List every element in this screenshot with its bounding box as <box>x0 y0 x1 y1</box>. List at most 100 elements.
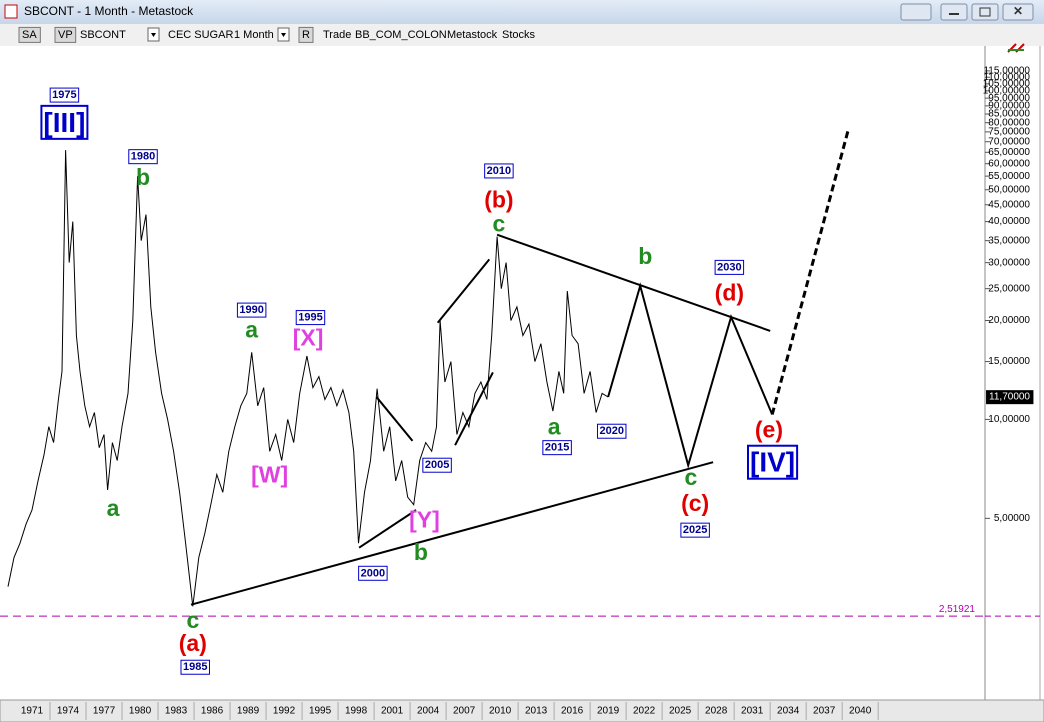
wave-annotation: 1980 <box>131 151 155 163</box>
y-tick-label: 70,00000 <box>988 136 1030 147</box>
toolbar-item: Metastock <box>447 29 498 41</box>
x-tick-label: 2031 <box>741 706 764 717</box>
label-box <box>40 104 89 140</box>
y-tick-label: 90,00000 <box>988 101 1030 112</box>
x-tick-label: 1998 <box>345 706 368 717</box>
wave-annotation: b <box>136 164 150 190</box>
toolbar-item: R <box>302 29 310 41</box>
label-box <box>49 87 80 103</box>
maximize-button[interactable] <box>971 3 999 21</box>
y-tick-label: 40,00000 <box>988 216 1030 227</box>
restore-button[interactable] <box>900 3 932 21</box>
x-tick-label: 1986 <box>201 706 224 717</box>
label-box <box>542 440 572 456</box>
y-tick-label: 15,00000 <box>988 356 1030 367</box>
toolbar-item: Stocks <box>502 29 536 41</box>
x-tick-label: 2028 <box>705 706 728 717</box>
x-tick-label: 2010 <box>489 706 512 717</box>
wave-annotation: 2005 <box>425 459 449 471</box>
toolbar-items: SA VP SBCONT CEC SUGAR 1 Month R Trade BB_COM_C… <box>18 26 536 43</box>
y-tick-label: 75,00000 <box>988 127 1030 138</box>
wave-annotation: (e) <box>755 416 783 442</box>
wave-annotation: [Y] <box>409 506 440 532</box>
last-value-label: 11,70000 <box>989 392 1030 403</box>
toolbar-item: CEC SUGAR <box>168 29 233 41</box>
x-tick-label: 2013 <box>525 706 548 717</box>
x-tick-label: 2016 <box>561 706 584 717</box>
y-tick-label: 50,00000 <box>988 184 1030 195</box>
wave-annotation: 1990 <box>239 304 263 316</box>
label-box <box>596 423 627 439</box>
label-box <box>484 163 514 179</box>
y-tick-label: 5,00000 <box>994 513 1031 524</box>
wave-annotation: 2000 <box>361 567 385 579</box>
trendline <box>496 233 771 332</box>
wave-annotation: 2010 <box>487 165 511 177</box>
x-tick-label: 1983 <box>165 706 188 717</box>
projection-line <box>770 129 850 415</box>
y-tick-label: 60,00000 <box>988 158 1030 169</box>
wave-annotation: a <box>548 413 561 439</box>
period-dropdown-arrow <box>281 33 286 37</box>
window-buttons[interactable]: ✕ <box>900 3 1034 21</box>
label-box <box>680 522 710 538</box>
x-tick-label: 1974 <box>57 706 80 717</box>
trendline <box>358 509 417 549</box>
axes: 5,00000 10,00000 15,00000 20,00000 25,00000 3… <box>21 66 1040 720</box>
wave-annotation: [IV] <box>750 447 795 478</box>
wave-annotation: 2030 <box>717 261 741 273</box>
wave-annotation: [W] <box>251 462 288 488</box>
toolbar <box>0 24 1044 46</box>
y-tick-label: 105,00000 <box>983 79 1031 90</box>
wave-annotation: (d) <box>715 280 744 306</box>
y-tick-label: 55,00000 <box>988 171 1030 182</box>
plot <box>0 129 985 617</box>
x-tick-label: 2022 <box>633 706 656 717</box>
toolbar-item: BB_COM_COLON <box>355 29 447 41</box>
x-tick-label: 2025 <box>669 706 692 717</box>
y-tick-label: 35,00000 <box>988 235 1030 246</box>
support-label: 2,51921 <box>939 604 976 615</box>
label-box <box>128 149 158 165</box>
label-box <box>18 26 41 43</box>
toggle-icon[interactable] <box>1007 43 1025 53</box>
wave-annotation: 1985 <box>183 661 207 673</box>
wave-annotation: [III] <box>43 107 85 138</box>
trendline <box>436 258 491 324</box>
label-box <box>236 302 267 318</box>
close-icon: ✕ <box>1013 4 1023 18</box>
price-line <box>7 150 609 607</box>
y-tick-label: 95,00000 <box>988 93 1030 104</box>
chart-area <box>0 46 1044 700</box>
label-box <box>747 444 799 480</box>
projection-line <box>607 282 774 470</box>
toolbar-item: 1 Month <box>234 29 274 41</box>
wave-annotation: 2020 <box>599 425 623 437</box>
wave-annotation: 1975 <box>52 89 76 101</box>
y-tick-label: 100,00000 <box>983 85 1031 96</box>
wave-annotation: [X] <box>293 325 324 351</box>
x-tick-label: 2019 <box>597 706 620 717</box>
y-tick-label: 45,00000 <box>988 199 1030 210</box>
x-tick-label: 1977 <box>93 706 116 717</box>
wave-annotation: c <box>493 210 506 236</box>
wave-annotation: b <box>414 539 428 565</box>
close-button[interactable] <box>1002 3 1034 21</box>
wave-annotation: (a) <box>179 630 207 656</box>
y-tick-label: 65,00000 <box>988 147 1030 158</box>
toolbar-item: VP <box>58 29 73 41</box>
y-tick-label: 115,00000 <box>983 66 1030 77</box>
wave-annotation: (c) <box>681 490 709 516</box>
y-tick-label: 30,00000 <box>988 257 1030 268</box>
x-tick-label: 1989 <box>237 706 260 717</box>
maximize-icon <box>979 7 991 17</box>
label-box <box>295 310 326 326</box>
x-tick-label: 2037 <box>813 706 836 717</box>
trendline <box>454 371 494 446</box>
minimize-button[interactable] <box>940 3 968 21</box>
y-tick-label: 110,00000 <box>983 72 1030 83</box>
toolbar-item: SA <box>22 29 37 41</box>
wave-annotation: (b) <box>484 187 513 213</box>
